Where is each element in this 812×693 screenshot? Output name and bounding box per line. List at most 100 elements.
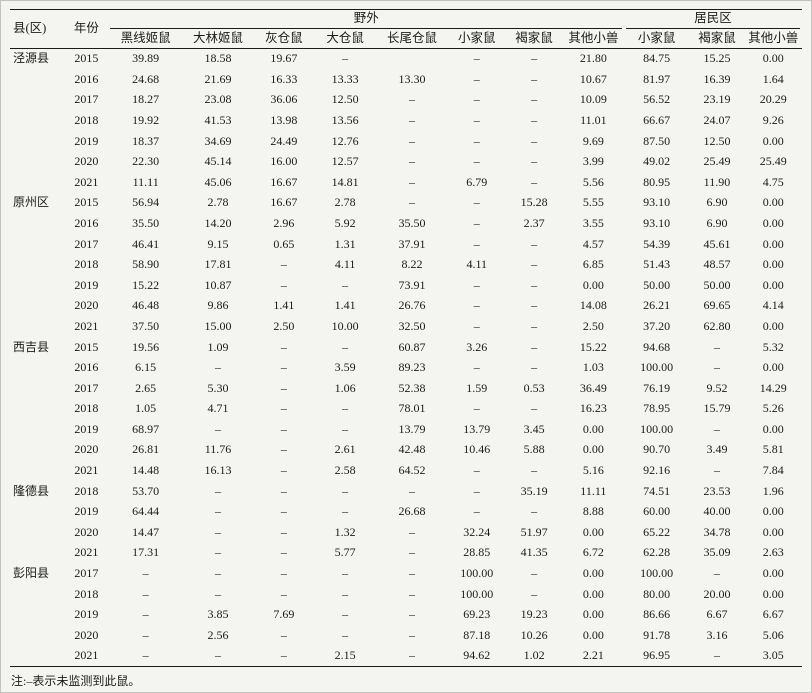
value-cell: – [473,504,480,519]
value-cell: – [473,71,480,86]
table-row: 2018 1.05 4.71 – – 78.01 – – 16.23 78.95 15.79 5.26 [10,399,802,420]
value-cell: 6.85 [582,257,604,272]
value-cell: 53.70 [132,483,160,498]
value-cell: 36.06 [270,92,298,107]
value-cell: – [408,112,415,127]
value-cell: 4.75 [762,174,784,189]
value-cell: – [142,648,149,663]
year-cell: 2021 [74,648,99,663]
value-cell: – [408,586,415,601]
value-cell: 84.75 [643,51,671,66]
value-cell: 65.22 [643,524,671,539]
value-cell: 0.00 [762,277,784,292]
value-cell: 0.00 [582,442,604,457]
value-cell: 1.06 [334,380,356,395]
value-cell: – [408,483,415,498]
value-cell: – [531,586,538,601]
value-cell: 19.23 [520,607,548,622]
value-cell: 80.95 [643,174,671,189]
value-cell: 22.30 [132,154,160,169]
value-cell: 11.90 [703,174,731,189]
value-cell: 6.72 [582,545,604,560]
value-cell: – [531,277,538,292]
value-cell: 16.39 [703,71,731,86]
table-row: 2019 68.97 – – – 13.79 13.79 3.45 0.00 100.00 – 0.0… [10,419,802,440]
value-cell: 11.01 [580,112,607,127]
value-cell: – [531,154,538,169]
year-cell: 2021 [74,174,99,189]
value-cell: 19.67 [270,51,298,66]
county-cell [10,584,64,605]
value-cell: 78.95 [643,401,671,416]
header-group-residential: 居民区 [624,10,802,30]
county-cell [10,625,64,646]
value-cell: 14.20 [204,215,232,230]
county-cell: 原州区 [13,195,50,210]
value-cell: 49.02 [643,154,671,169]
value-cell: 12.57 [331,154,359,169]
value-cell: 0.00 [762,504,784,519]
value-cell: 0.00 [762,586,784,601]
table-row: 2020 26.81 11.76 – 2.61 42.48 10.46 5.88 0.00 90.… [10,440,802,461]
table-row: 2021 – – – 2.15 – 94.62 1.02 2.21 96.95 – 3.05 [10,646,802,667]
value-cell: 48.57 [703,257,731,272]
value-cell: 69.65 [703,298,731,313]
value-cell: 6.90 [706,215,728,230]
value-cell: – [473,360,480,375]
value-cell: 0.00 [762,421,784,436]
value-cell: 15.28 [520,195,548,210]
value-cell: – [713,566,720,581]
value-cell: 3.59 [334,360,356,375]
value-cell: 7.69 [273,607,295,622]
value-cell: 62.80 [703,318,731,333]
value-cell: 5.55 [582,195,604,210]
year-cell: 2016 [74,215,99,230]
county-cell: 西吉县 [13,339,50,354]
year-cell: 2020 [74,524,99,539]
value-cell: 76.19 [643,380,671,395]
header-year: 年份 [73,21,99,36]
value-cell: 3.85 [207,607,229,622]
county-cell [10,605,64,626]
header-group-outdoor: 野外 [108,10,624,30]
header-group-row: 县(区) 年份 野外 居民区 [10,10,802,35]
year-cell: 2017 [74,380,99,395]
value-cell: 2.78 [207,195,229,210]
county-cell [10,460,64,481]
header-outdoor-brown-rat: 褐家鼠 [515,30,553,45]
value-cell: – [473,215,480,230]
value-cell: – [142,607,149,622]
value-cell: – [215,566,222,581]
value-cell: – [531,339,538,354]
value-cell: – [280,277,287,292]
value-cell: 3.45 [523,421,545,436]
value-cell: 23.08 [204,92,232,107]
value-cell: 18.27 [132,92,160,107]
value-cell: 16.67 [270,174,298,189]
value-cell: – [473,51,480,66]
value-cell: – [280,627,287,642]
value-cell: – [531,318,538,333]
value-cell: – [408,133,415,148]
value-cell: 54.39 [643,236,671,251]
table-row: 2021 17.31 – – 5.77 – 28.85 41.35 6.72 62.28 35.09… [10,543,802,564]
value-cell: 66.67 [643,112,671,127]
year-cell: 2019 [74,421,99,436]
value-cell: – [473,236,480,251]
value-cell: – [531,298,538,313]
county-cell: 隆德县 [13,483,50,498]
value-cell: 21.80 [579,51,607,66]
value-cell: – [473,463,480,478]
value-cell: 62.28 [643,545,671,560]
value-cell: 26.21 [643,298,671,313]
value-cell: 89.23 [398,360,426,375]
value-cell: 90.70 [643,442,671,457]
value-cell: – [531,71,538,86]
year-cell: 2019 [74,607,99,622]
value-cell: – [473,298,480,313]
table-row: 2021 37.50 15.00 2.50 10.00 32.50 – – 2.50 37.20 6… [10,316,802,337]
value-cell: 15.22 [579,339,607,354]
value-cell: – [342,586,349,601]
value-cell: – [280,524,287,539]
year-cell: 2017 [74,566,99,581]
